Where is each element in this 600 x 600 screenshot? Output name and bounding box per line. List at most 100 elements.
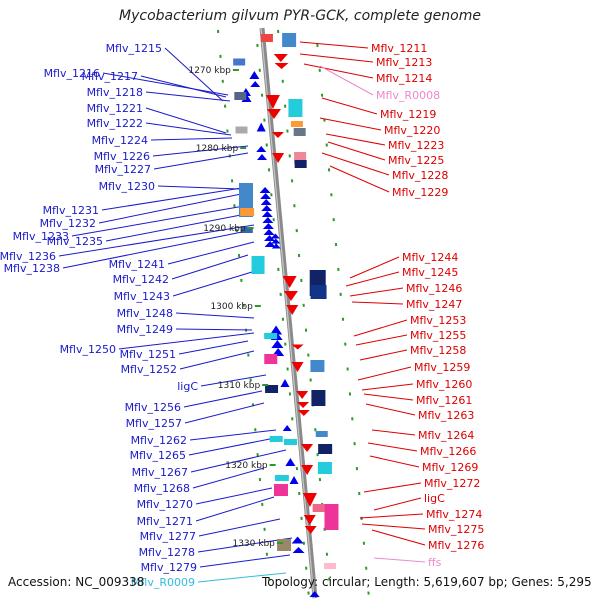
scale-labels: 1270 kbp 1280 kbp 1290 kbp 1300 kbp 1310 kbp… bbox=[188, 66, 283, 549]
reverse-gene-arrow bbox=[272, 153, 285, 163]
gene-block bbox=[324, 563, 337, 569]
reverse-gene-arrow bbox=[291, 362, 304, 372]
left-gene-label[interactable]: Mflv_1277 bbox=[140, 530, 196, 543]
right-leader-line bbox=[299, 53, 374, 63]
right-gene-label[interactable]: Mflv_1259 bbox=[414, 361, 470, 374]
left-gene-label[interactable]: Mflv_1242 bbox=[113, 273, 169, 286]
left-leader-line bbox=[145, 122, 232, 136]
left-gene-label[interactable]: Mflv_1241 bbox=[109, 258, 165, 271]
left-gene-label[interactable]: Mflv_1221 bbox=[87, 102, 143, 115]
right-gene-label[interactable]: Mflv_1253 bbox=[410, 314, 466, 327]
right-gene-label[interactable]: Mflv_1228 bbox=[392, 169, 448, 182]
left-gene-label[interactable]: ligC bbox=[177, 380, 198, 393]
right-gene-label[interactable]: Mflv_1223 bbox=[388, 139, 444, 152]
left-gene-label[interactable]: Mflv_1226 bbox=[94, 150, 150, 163]
left-leader-line bbox=[62, 229, 253, 269]
left-gene-label[interactable]: Mflv_1249 bbox=[117, 323, 173, 336]
left-gene-label[interactable]: Mflv_1238 bbox=[4, 262, 60, 275]
left-gene-label[interactable]: Mflv_1230 bbox=[99, 180, 155, 193]
right-gene-label[interactable]: Mflv_1261 bbox=[416, 394, 472, 407]
right-gene-label[interactable]: Mflv_1260 bbox=[416, 378, 472, 391]
left-gene-label[interactable]: Mflv_1216 bbox=[44, 67, 100, 80]
right-leader-line bbox=[299, 41, 369, 49]
right-gene-label[interactable]: Mflv_1275 bbox=[428, 523, 484, 536]
left-gene-label[interactable]: Mflv_1250 bbox=[60, 343, 116, 356]
forward-gene-arrow bbox=[256, 154, 267, 160]
right-gene-label[interactable]: Mflv_1258 bbox=[410, 344, 466, 357]
right-gene-label[interactable]: Mflv_1229 bbox=[392, 186, 448, 199]
right-gene-label[interactable]: Mflv_1263 bbox=[418, 409, 474, 422]
gene-block bbox=[310, 360, 325, 372]
left-gene-label[interactable]: Mflv_1271 bbox=[137, 515, 193, 528]
left-gene-label[interactable]: Mflv_1248 bbox=[117, 307, 173, 320]
left-gene-label[interactable]: Mflv_1270 bbox=[137, 498, 193, 511]
forward-gene-arrow bbox=[271, 238, 281, 244]
forward-gene-arrow bbox=[250, 81, 261, 87]
left-leader-line bbox=[178, 340, 249, 355]
right-gene-label[interactable]: Mflv_1244 bbox=[402, 251, 458, 264]
left-gene-label[interactable]: Mflv_1243 bbox=[114, 290, 170, 303]
right-gene-label[interactable]: Mflv_1246 bbox=[406, 282, 462, 295]
left-gene-label[interactable]: Mflv_1279 bbox=[141, 561, 197, 574]
left-gene-label[interactable]: Mflv_R0009 bbox=[131, 576, 195, 589]
right-gene-label[interactable]: Mflv_1269 bbox=[422, 461, 478, 474]
right-leader-line bbox=[361, 523, 426, 530]
left-leader-line bbox=[152, 145, 249, 157]
left-gene-label[interactable]: Mflv_1268 bbox=[134, 482, 190, 495]
left-gene-label[interactable]: Mflv_1251 bbox=[120, 348, 176, 361]
right-gene-label[interactable]: Mflv_1225 bbox=[388, 154, 444, 167]
right-gene-label[interactable]: Mflv_1247 bbox=[406, 298, 462, 311]
left-leader-line bbox=[195, 496, 275, 522]
left-gene-label[interactable]: Mflv_1224 bbox=[92, 134, 148, 147]
right-gene-label[interactable]: Mflv_1213 bbox=[376, 56, 432, 69]
left-gene-label[interactable]: Mflv_1231 bbox=[43, 204, 99, 217]
left-gene-label[interactable]: Mflv_1257 bbox=[126, 417, 182, 430]
left-gene-label[interactable]: Mflv_1235 bbox=[47, 235, 103, 248]
left-gene-label[interactable]: Mflv_1222 bbox=[87, 117, 143, 130]
left-gene-label[interactable]: Mflv_1265 bbox=[130, 449, 186, 462]
right-gene-label[interactable]: Mflv_1276 bbox=[428, 539, 484, 552]
right-gene-label[interactable]: Mflv_1219 bbox=[380, 108, 436, 121]
left-gene-label[interactable]: Mflv_1262 bbox=[131, 434, 187, 447]
left-gene-label[interactable]: Mflv_1236 bbox=[0, 250, 56, 263]
right-gene-label[interactable]: Mflv_1255 bbox=[410, 329, 466, 342]
right-gene-label[interactable]: Mflv_1272 bbox=[424, 477, 480, 490]
left-leader-line bbox=[101, 186, 249, 211]
left-leader-line bbox=[199, 554, 291, 568]
right-gene-label[interactable]: Mflv_1274 bbox=[426, 508, 482, 521]
gene-block bbox=[251, 256, 265, 274]
left-gene-label[interactable]: Mflv_1232 bbox=[40, 217, 96, 230]
left-gene-label[interactable]: Mflv_1252 bbox=[121, 363, 177, 376]
reverse-gene-arrow bbox=[266, 109, 281, 119]
right-gene-label[interactable]: Mflv_1264 bbox=[418, 429, 474, 442]
forward-gene-arrow bbox=[260, 199, 272, 205]
right-gene-label[interactable]: Mflv_R0008 bbox=[376, 89, 440, 102]
left-leader-line bbox=[58, 224, 255, 257]
left-gene-label[interactable]: Mflv_1278 bbox=[139, 546, 195, 559]
reverse-gene-arrow bbox=[301, 444, 314, 452]
gene-block bbox=[310, 285, 327, 299]
left-gene-label[interactable]: Mflv_1218 bbox=[87, 86, 143, 99]
right-leader-line bbox=[303, 63, 374, 79]
right-leader-line bbox=[319, 117, 382, 131]
reverse-gene-arrow bbox=[291, 344, 304, 350]
forward-gene-arrow bbox=[270, 233, 280, 239]
right-gene-label[interactable]: Mflv_1266 bbox=[420, 445, 476, 458]
left-gene-label[interactable]: Mflv_1267 bbox=[132, 466, 188, 479]
right-gene-label[interactable]: ligC bbox=[424, 492, 445, 505]
left-leader-line bbox=[102, 72, 229, 96]
reverse-gene-arrow bbox=[302, 493, 317, 507]
right-gene-label[interactable]: Mflv_1211 bbox=[371, 42, 427, 55]
left-gene-label[interactable]: Mflv_1233 bbox=[13, 230, 69, 243]
right-gene-label[interactable]: Mflv_1220 bbox=[384, 124, 440, 137]
left-gene-label[interactable]: Mflv_1217 bbox=[82, 70, 138, 83]
right-gene-label[interactable]: Mflv_1214 bbox=[376, 72, 432, 85]
right-gene-label[interactable]: Mflv_1245 bbox=[402, 266, 458, 279]
left-leader-line bbox=[175, 328, 253, 331]
forward-gene-arrow bbox=[271, 340, 284, 348]
left-gene-label[interactable]: Mflv_1215 bbox=[106, 42, 162, 55]
right-leader-line bbox=[327, 141, 386, 161]
left-gene-label[interactable]: Mflv_1256 bbox=[125, 401, 181, 414]
right-gene-label[interactable]: ffs bbox=[428, 556, 442, 569]
left-gene-label[interactable]: Mflv_1227 bbox=[95, 163, 151, 176]
